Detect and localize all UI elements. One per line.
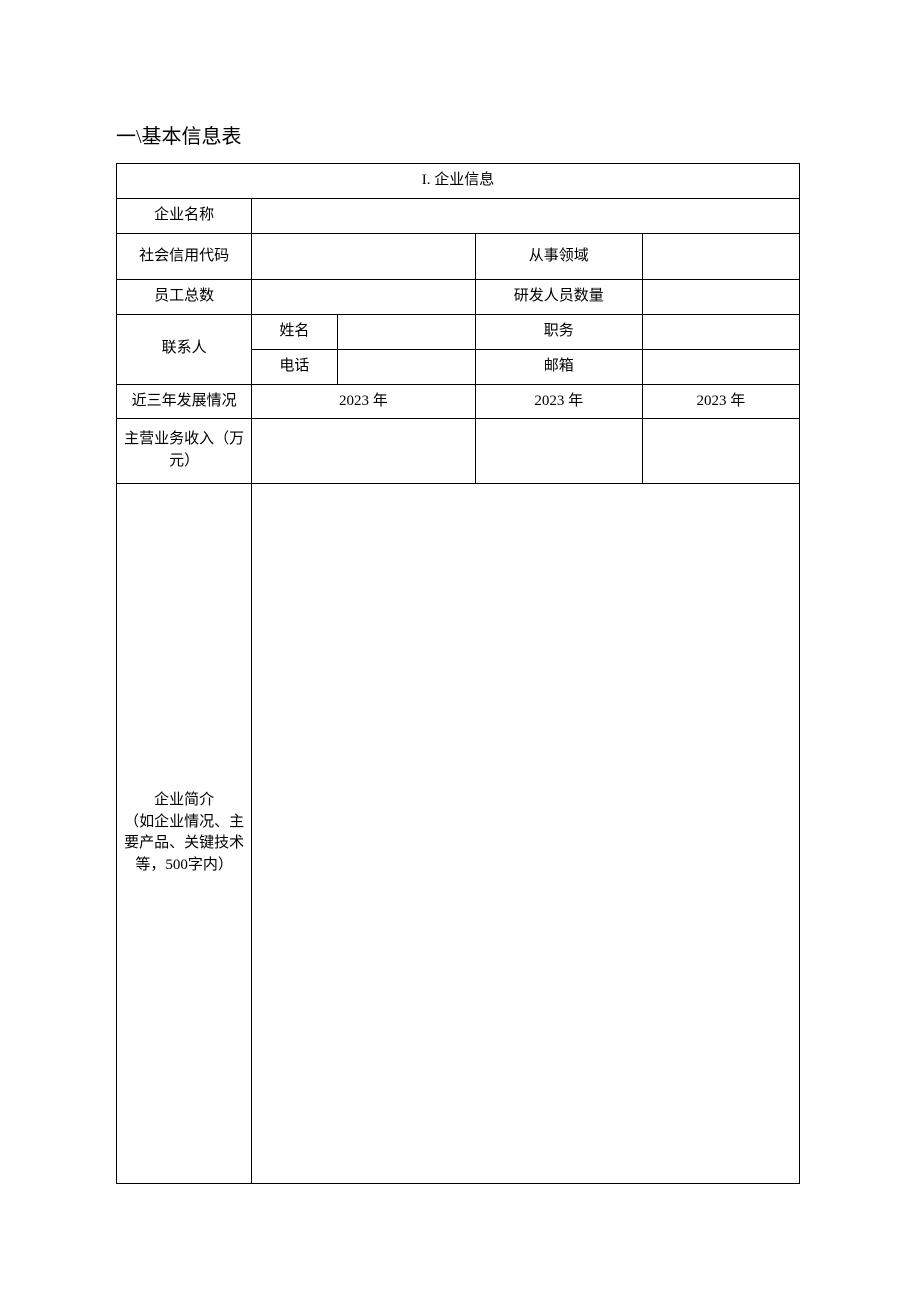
year2-suffix: 年 [568,393,583,409]
value-company-intro[interactable] [252,483,800,1183]
year1-suffix: 年 [373,393,388,409]
table-row: 近三年发展情况 2023 年 2023 年 2023 年 [117,384,800,419]
value-contact-name[interactable] [337,315,475,350]
intro-label-num: 500 [165,857,188,873]
table-row: 企业名称 [117,198,800,233]
label-contact-position: 职务 [475,315,642,350]
value-company-name[interactable] [252,198,800,233]
value-main-income-3[interactable] [642,419,799,484]
value-main-income-2[interactable] [475,419,642,484]
value-dev-year3: 2023 年 [642,384,799,419]
year1-num: 2023 [339,393,369,409]
table-row: 社会信用代码 从事领域 [117,233,800,280]
table-row: 员工总数 研发人员数量 [117,280,800,315]
value-contact-phone[interactable] [337,349,475,384]
label-company-name: 企业名称 [117,198,252,233]
value-credit-code[interactable] [252,233,475,280]
basic-info-table: I. 企业信息 企业名称 社会信用代码 从事领域 员工总数 研发人员数量 联系人… [116,163,800,1184]
page-title: 一\基本信息表 [116,120,800,149]
value-dev-year2: 2023 年 [475,384,642,419]
label-contact-name: 姓名 [252,315,337,350]
label-contact: 联系人 [117,315,252,385]
label-contact-email: 邮箱 [475,349,642,384]
value-dev-year1: 2023 年 [252,384,475,419]
value-main-income-1[interactable] [252,419,475,484]
label-field: 从事领域 [475,233,642,280]
intro-label-suffix: 字内） [188,857,233,873]
label-employee-count: 员工总数 [117,280,252,315]
year2-num: 2023 [534,393,564,409]
year3-suffix: 年 [730,393,745,409]
intro-label-line1: 企业简介 [119,790,249,812]
table-row: 联系人 姓名 职务 [117,315,800,350]
table-row: I. 企业信息 [117,164,800,199]
value-contact-email[interactable] [642,349,799,384]
label-credit-code: 社会信用代码 [117,233,252,280]
label-main-income: 主营业务收入（万元） [117,419,252,484]
label-dev-3y: 近三年发展情况 [117,384,252,419]
value-employee-count[interactable] [252,280,475,315]
section-1-title: 企业信息 [434,172,494,188]
section-1-header: I. 企业信息 [117,164,800,199]
value-contact-position[interactable] [642,315,799,350]
year3-num: 2023 [697,393,727,409]
table-row: 主营业务收入（万元） [117,419,800,484]
section-1-prefix: I. [422,172,431,188]
label-company-intro: 企业简介 （如企业情况、主要产品、关键技术等，500字内） [117,483,252,1183]
value-field[interactable] [642,233,799,280]
page-container: 一\基本信息表 I. 企业信息 企业名称 社会信用代码 从事领域 [116,120,800,1184]
value-rd-count[interactable] [642,280,799,315]
table-row: 企业简介 （如企业情况、主要产品、关键技术等，500字内） [117,483,800,1183]
label-rd-count: 研发人员数量 [475,280,642,315]
label-contact-phone: 电话 [252,349,337,384]
